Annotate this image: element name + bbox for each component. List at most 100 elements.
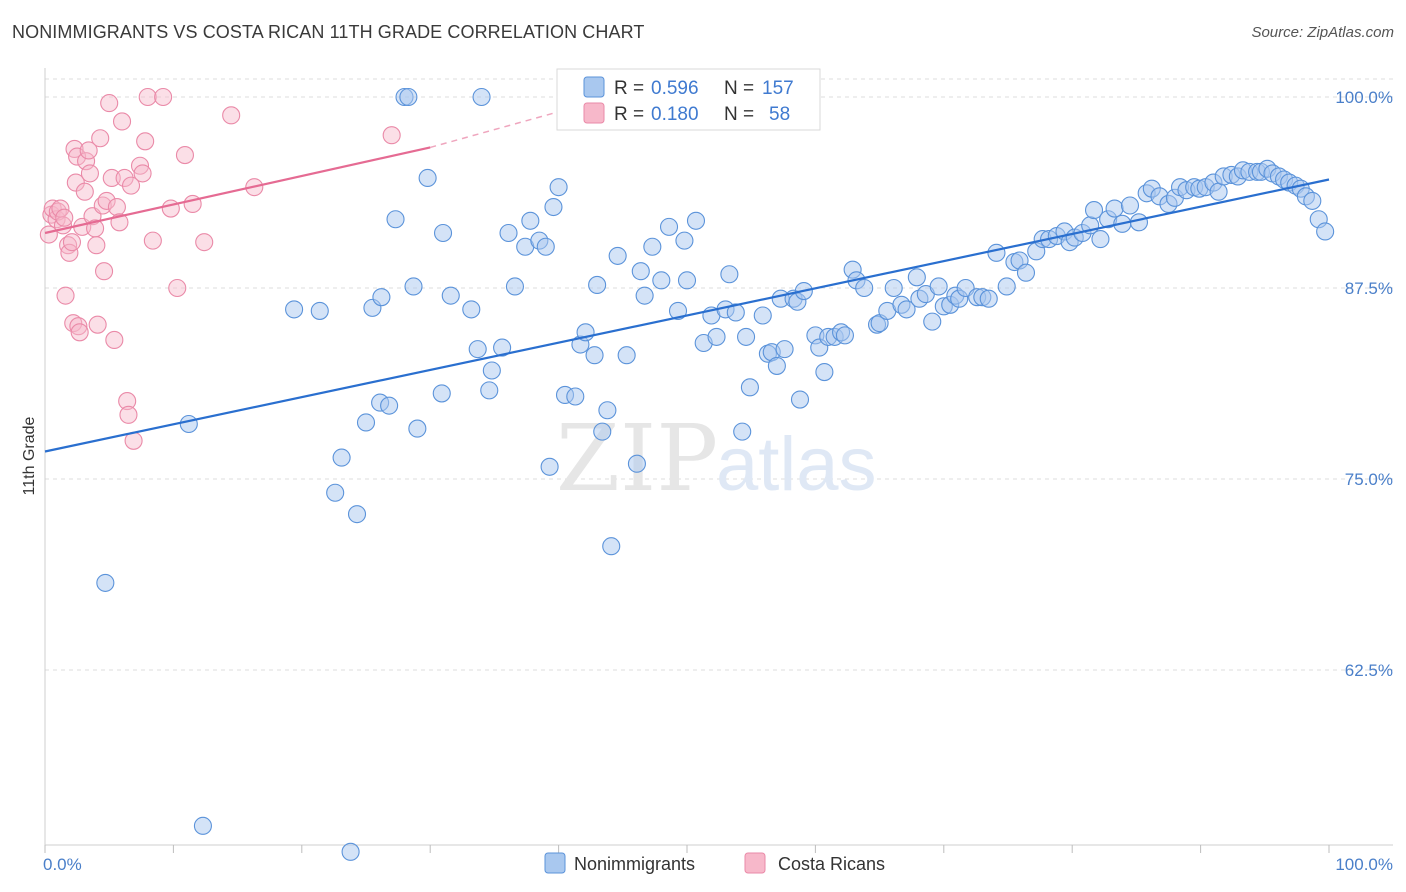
nonimmigrants-point [408,419,427,438]
stats-legend-r-label: R = [614,104,644,125]
nonimmigrants-point [380,396,399,415]
nonimmigrants-point [929,277,948,296]
nonimmigrants-point [521,211,540,230]
nonimmigrants-point [482,361,501,380]
stats-legend-r-label: R = [614,78,644,99]
y-tick-labels: 100.0% 87.5% 75.0% 62.5% [1335,88,1393,680]
chart-source: Source: ZipAtlas.com [1251,24,1394,41]
nonimmigrants-point [1084,201,1104,220]
costa-ricans-point [133,164,152,183]
stats-legend-n-label: N = [724,104,754,125]
nonimmigrants-point [593,422,612,441]
chart-title: NONIMMIGRANTS VS COSTA RICAN 11TH GRADE … [12,22,645,42]
nonimmigrants-point [997,277,1016,296]
stats-legend: R = 0.596 N = 157 R = 0.180 N = 58 [556,68,821,131]
nonimmigrants-point [737,327,756,346]
bottom-legend-label: Nonimmigrants [574,854,695,874]
nonimmigrants-point [790,390,810,409]
nonimmigrants-point [707,327,726,346]
nonimmigrants-point [835,326,854,345]
costa-ricans-point [222,106,241,125]
nonimmigrants-point [923,312,942,331]
nonimmigrants-point [987,243,1006,262]
stats-legend-n-value: 157 [762,78,794,99]
y-tick-label: 62.5% [1345,661,1393,680]
bottom-legend-swatch-blue [544,852,566,874]
costa-ricans-point [115,168,134,188]
costa-ricans-point [138,87,157,107]
nonimmigrants-point [1129,213,1149,232]
nonimmigrants-point [341,842,360,861]
stats-legend-r-value: 0.180 [651,104,699,125]
costa-ricans-point [60,243,79,262]
nonimmigrants-point [399,87,418,107]
costa-ricans-point [168,278,187,298]
costa-ricans-point [154,87,173,107]
nonimmigrants-point [433,223,453,243]
nonimmigrants-point [1303,191,1322,210]
bottom-legend-swatch-pink [744,852,766,874]
costa-ricans-point [55,208,74,227]
nonimmigrants-point [468,340,487,359]
nonimmigrants-point [643,237,662,256]
nonimmigrants-point [386,210,405,229]
nonimmigrants-point [1105,199,1124,218]
nonimmigrants-point [544,197,563,217]
nonimmigrants-point [897,300,916,319]
nonimmigrants-trend-line [44,178,1330,453]
nonimmigrants-point [733,422,752,441]
nonimmigrants-point [1209,182,1228,201]
nonimmigrants-point [356,413,376,432]
nonimmigrants-point [585,346,604,365]
costa-ricans-point [79,141,98,160]
nonimmigrants-point [310,301,329,320]
nonimmigrants-point [635,286,654,305]
costa-ricans-point [70,323,89,342]
nonimmigrants-point [740,378,759,397]
nonimmigrants-point [627,454,646,473]
nonimmigrants-point [441,286,460,305]
stats-legend-n-label: N = [724,78,754,99]
costa-ricans-point [97,191,116,210]
nonimmigrants-point [617,346,636,365]
nonimmigrants-point [347,505,367,524]
nonimmigrants-point [726,303,745,322]
nonimmigrants-point [775,340,794,359]
nonimmigrants-point [767,356,786,375]
nonimmigrants-point [432,384,451,403]
nonimmigrants-point [1016,263,1036,282]
costa-ricans-point [88,315,107,334]
nonimmigrants-point [675,231,694,250]
nonimmigrants-point [907,268,926,287]
bottom-legend: Nonimmigrants Costa Ricans [544,852,885,874]
stats-legend-swatch-pink [583,102,605,124]
nonimmigrants-point [677,271,697,290]
costa-ricans-trend-line [44,146,431,235]
costa-ricans-point [91,129,110,148]
nonimmigrants-point [96,573,115,592]
y-tick-label: 87.5% [1345,279,1393,298]
nonimmigrants-point [631,262,650,281]
stats-legend-n-value: 58 [769,104,790,125]
nonimmigrants-point [855,278,874,298]
costa-ricans-point [175,146,195,165]
costa-ricans-points [39,87,401,450]
stats-legend-swatch-blue [583,76,605,98]
x-tick-label: 100.0% [1335,855,1393,874]
nonimmigrants-point [472,87,491,107]
nonimmigrants-point [179,414,198,434]
x-tick-marks [44,845,1330,853]
costa-ricans-point [118,392,137,411]
nonimmigrants-point [668,301,688,320]
costa-ricans-point [105,330,124,350]
costa-ricans-point [107,197,126,217]
nonimmigrants-point [462,300,481,319]
costa-ricans-point [102,168,121,188]
costa-ricans-point [95,262,114,281]
y-axis-title: 11th Grade [21,416,38,495]
watermark: ZIP atlas [556,405,877,512]
nonimmigrants-point [598,401,617,420]
grid-lines [45,78,1393,671]
nonimmigrants-point [499,223,518,243]
